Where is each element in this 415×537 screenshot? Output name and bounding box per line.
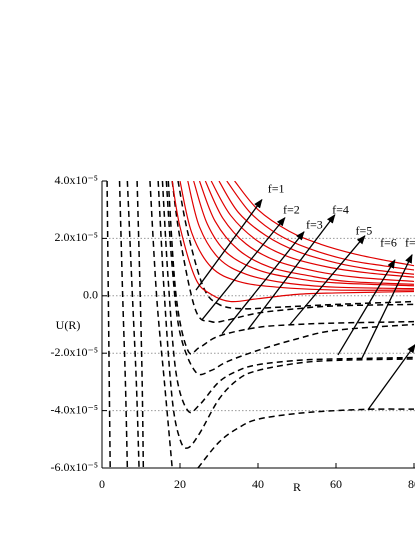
annotations: f=1 f=2 f=3 f=4 f=5 f=6 f= [195,181,415,411]
arrow [201,217,286,321]
x-tick-label: 40 [252,477,264,491]
curve [218,181,415,275]
curve [171,181,415,324]
annotation-label: f=6 [380,236,397,250]
curve [210,181,415,278]
x-tick-label: 0 [99,477,105,491]
arrow [221,231,305,335]
annotation-label: f=3 [306,218,323,232]
curve [165,181,415,376]
curve [126,181,140,468]
arrow [247,214,336,331]
curve [198,181,415,285]
curve [177,181,415,310]
y-tick-label: -6.0x10⁻⁵ [50,460,98,474]
x-tick-label: 80 [408,477,415,491]
x-tick-label: 20 [174,477,186,491]
y-tick-label: 4.0x10⁻⁵ [54,173,98,187]
curve [118,181,129,468]
curve [187,181,415,290]
curve [106,181,111,468]
plot-area [106,181,415,468]
y-axis-label: U(R) [56,318,81,332]
curve [136,181,145,468]
y-tick-label: 2.0x10⁻⁵ [54,230,98,244]
x-tick-label: 60 [330,477,342,491]
curve [197,408,415,468]
annotation-label: f= [405,236,415,250]
annotation-label: f=2 [283,203,300,217]
y-tick-label: 0.0 [83,288,98,302]
arrow [195,198,263,291]
annotation-label: f=1 [268,181,285,195]
y-tick-label: -2.0x10⁻⁵ [50,345,98,359]
curve [167,181,415,355]
curve [171,181,415,303]
x-axis-label: R [293,480,301,494]
arrow [361,253,413,359]
curve [149,181,173,468]
annotation-label: f=4 [332,203,349,217]
curve [157,181,415,449]
grid [102,237,415,412]
y-tick-label: -4.0x10⁻⁵ [50,402,98,416]
curve [161,181,415,414]
curve [204,181,415,283]
curve [179,181,415,291]
arrow [337,259,396,356]
annotation-label: f=5 [356,224,373,238]
arrow [367,343,415,411]
arrow [289,235,366,325]
curve [193,181,415,287]
axes: -6.0x10⁻⁵ -4.0x10⁻⁵ -2.0x10⁻⁵ 0.0 2.0x10⁻⁵ 4.… [50,173,415,491]
